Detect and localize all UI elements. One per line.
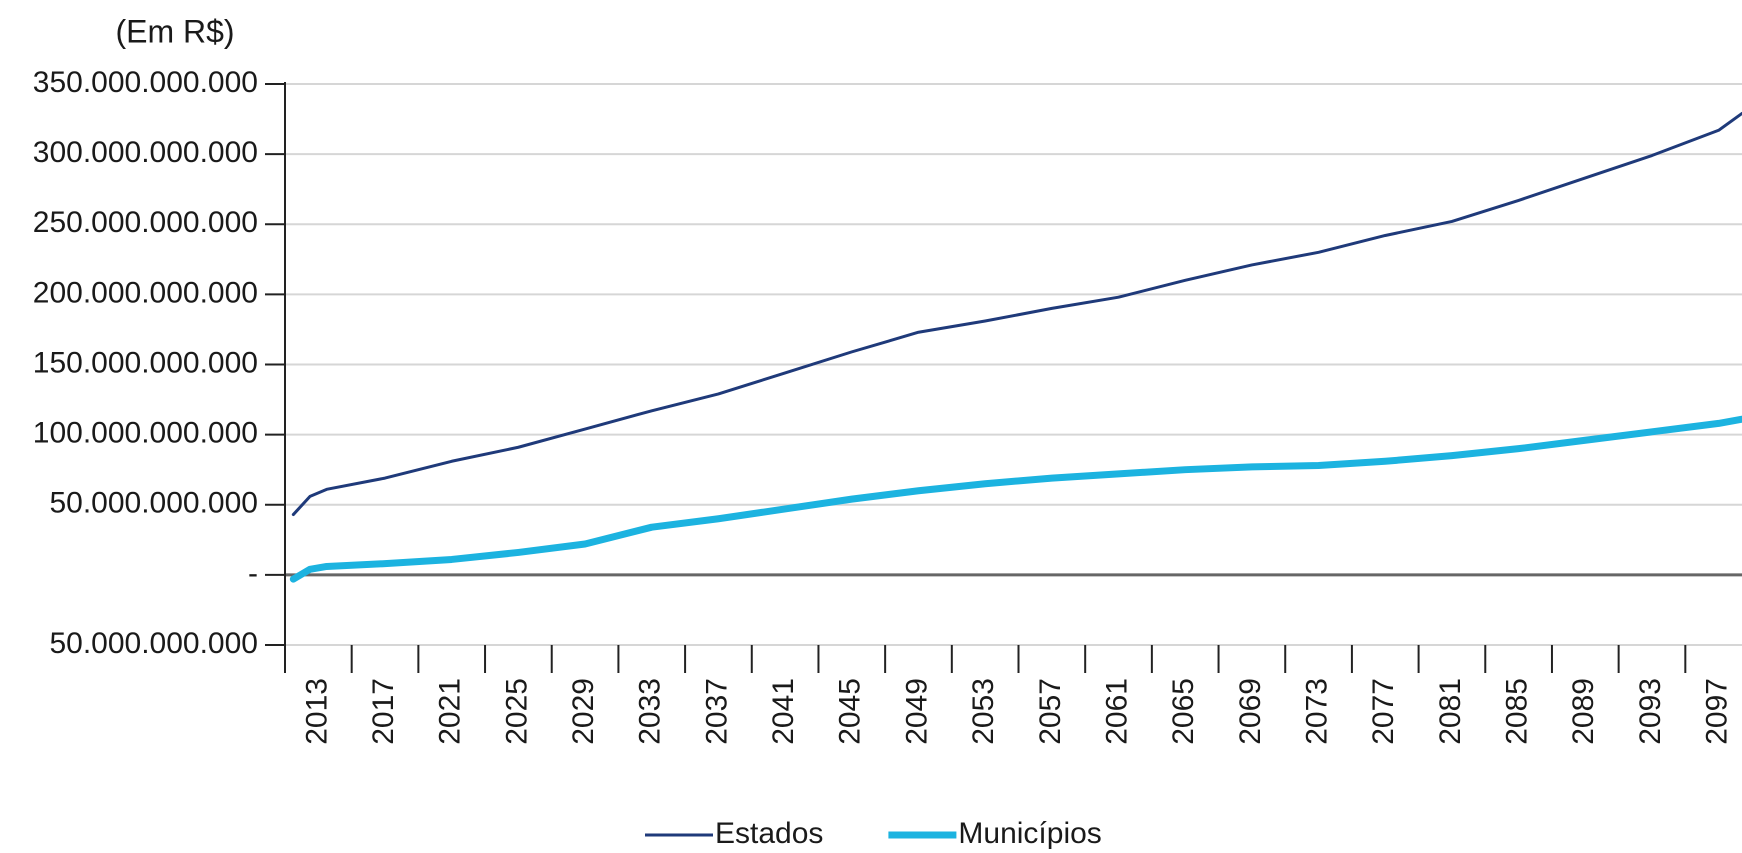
y-tick-label: 150.000.000.000	[33, 346, 258, 379]
x-tick-label: 2029	[567, 678, 600, 745]
x-tick-label: 2013	[300, 678, 333, 745]
x-tick-label: 2097	[1701, 678, 1734, 745]
x-tick-label: 2041	[767, 678, 800, 745]
legend-label: Estados	[715, 817, 823, 850]
y-tick-label: 200.000.000.000	[33, 276, 258, 309]
x-tick-label: 2073	[1300, 678, 1333, 745]
x-tick-label: 2081	[1434, 678, 1467, 745]
x-tick-label: 2077	[1367, 678, 1400, 745]
x-tick-label: 2069	[1234, 678, 1267, 745]
line-series	[291, 111, 1742, 517]
line-series	[289, 415, 1742, 583]
x-tick-label: 2045	[834, 678, 867, 745]
x-tick-label: 2061	[1100, 678, 1133, 745]
x-tick-label: 2085	[1501, 678, 1534, 745]
y-tick-label: -	[248, 557, 258, 590]
x-tick-label: 2021	[434, 678, 467, 745]
x-tick-label: 2093	[1634, 678, 1667, 745]
y-tick-label: 300.000.000.000	[33, 136, 258, 169]
x-tick-label: 2037	[700, 678, 733, 745]
y-tick-label: 50.000.000.000	[49, 627, 258, 660]
x-tick-label: 2065	[1167, 678, 1200, 745]
y-tick-label: 350.000.000.000	[33, 66, 258, 99]
legend-label: Municípios	[958, 817, 1101, 850]
x-tick-label: 2053	[967, 678, 1000, 745]
x-tick-label: 2057	[1034, 678, 1067, 745]
y-unit-label: (Em R$)	[115, 13, 234, 49]
x-tick-label: 2089	[1567, 678, 1600, 745]
y-tick-label: 100.000.000.000	[33, 417, 258, 450]
x-tick-label: 2033	[634, 678, 667, 745]
x-tick-label: 2049	[900, 678, 933, 745]
x-tick-label: 2025	[500, 678, 533, 745]
y-tick-label: 250.000.000.000	[33, 206, 258, 239]
x-tick-label: 2017	[367, 678, 400, 745]
y-tick-label: 50.000.000.000	[49, 487, 258, 520]
